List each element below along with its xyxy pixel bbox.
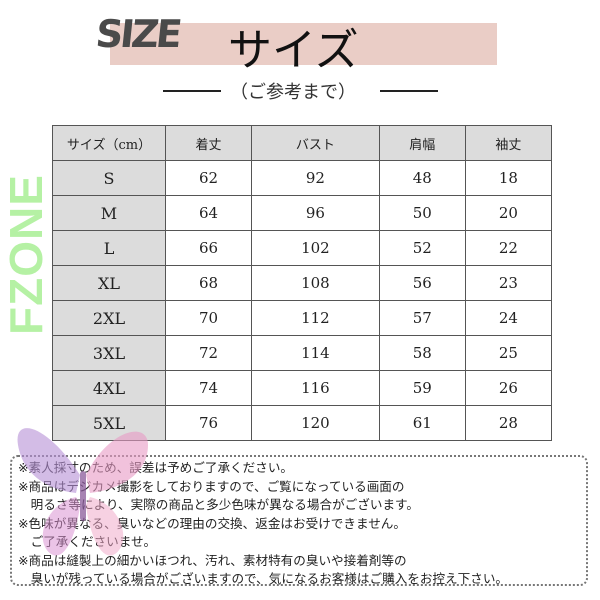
size-label: L bbox=[52, 230, 166, 266]
size-logo: SIZE bbox=[93, 12, 182, 56]
measurement-cell: 50 bbox=[378, 195, 466, 231]
size-label: XL bbox=[52, 265, 166, 301]
measurement-cell: 116 bbox=[251, 370, 380, 406]
measurement-cell: 62 bbox=[164, 160, 253, 196]
measurement-cell: 74 bbox=[164, 370, 253, 406]
column-header: 肩幅 bbox=[378, 125, 466, 161]
measurement-cell: 22 bbox=[464, 230, 553, 266]
measurement-cell: 70 bbox=[164, 300, 253, 336]
measurement-cell: 24 bbox=[464, 300, 553, 336]
measurement-cell: 68 bbox=[164, 265, 253, 301]
size-table: サイズ（cm） 着丈 バスト 肩幅 袖丈 S 62 92 48 18 M 64 96 50 20 L 66 102… bbox=[52, 125, 553, 441]
measurement-cell: 120 bbox=[251, 405, 380, 441]
measurement-cell: 72 bbox=[164, 335, 253, 371]
table-row: XL 68 108 56 23 bbox=[52, 265, 553, 301]
measurement-cell: 56 bbox=[378, 265, 466, 301]
table-row: 5XL 76 120 61 28 bbox=[52, 405, 553, 441]
watermark: FZONE bbox=[0, 174, 52, 335]
measurement-cell: 76 bbox=[164, 405, 253, 441]
page-title: サイズ bbox=[228, 25, 359, 76]
measurement-cell: 64 bbox=[164, 195, 253, 231]
size-label: S bbox=[52, 160, 166, 196]
measurement-cell: 112 bbox=[251, 300, 380, 336]
divider-left bbox=[163, 90, 221, 92]
measurement-cell: 96 bbox=[251, 195, 380, 231]
butterfly-icon bbox=[17, 428, 148, 556]
note-line: ※素人採寸のため、誤差は予めご了承ください。 bbox=[18, 460, 294, 475]
measurement-cell: 52 bbox=[378, 230, 466, 266]
measurement-cell: 26 bbox=[464, 370, 553, 406]
note-line: 臭いが残っている場合がございますので、気になるお客様はご購入をお控え下さい。 bbox=[18, 571, 509, 586]
measurement-cell: 20 bbox=[464, 195, 553, 231]
size-label: M bbox=[52, 195, 166, 231]
measurement-cell: 92 bbox=[251, 160, 380, 196]
table-row: 3XL 72 114 58 25 bbox=[52, 335, 553, 371]
measurement-cell: 58 bbox=[378, 335, 466, 371]
table-row: S 62 92 48 18 bbox=[52, 160, 553, 196]
size-label: 4XL bbox=[52, 370, 166, 406]
table-header-row: サイズ（cm） 着丈 バスト 肩幅 袖丈 bbox=[52, 125, 553, 161]
table-row: M 64 96 50 20 bbox=[52, 195, 553, 231]
note-line: 明るさ等により、実際の商品と多少色味が異なる場合がございます。 bbox=[18, 497, 419, 512]
column-header: 袖丈 bbox=[464, 125, 553, 161]
column-header: サイズ（cm） bbox=[52, 125, 166, 161]
measurement-cell: 57 bbox=[378, 300, 466, 336]
measurement-cell: 25 bbox=[464, 335, 553, 371]
measurement-cell: 18 bbox=[464, 160, 553, 196]
measurement-cell: 66 bbox=[164, 230, 253, 266]
measurement-cell: 102 bbox=[251, 230, 380, 266]
column-header: 着丈 bbox=[164, 125, 253, 161]
measurement-cell: 108 bbox=[251, 265, 380, 301]
table-row: 4XL 74 116 59 26 bbox=[52, 370, 553, 406]
measurement-cell: 23 bbox=[464, 265, 553, 301]
table-row: L 66 102 52 22 bbox=[52, 230, 553, 266]
notes-box: ※素人採寸のため、誤差は予めご了承ください。 ※商品はデジカメ撮影をしておりますの… bbox=[10, 455, 588, 586]
column-header: バスト bbox=[251, 125, 380, 161]
title-band bbox=[110, 23, 497, 65]
measurement-cell: 59 bbox=[378, 370, 466, 406]
subtitle: （ご参考まで） bbox=[230, 82, 356, 103]
measurement-cell: 48 bbox=[378, 160, 466, 196]
measurement-cell: 28 bbox=[464, 405, 553, 441]
measurement-cell: 61 bbox=[378, 405, 466, 441]
size-label: 5XL bbox=[52, 405, 166, 441]
size-label: 2XL bbox=[52, 300, 166, 336]
note-line: ※商品は縫製上の細かいほつれ、汚れ、素材特有の臭いや接着剤等の bbox=[18, 552, 407, 568]
size-label: 3XL bbox=[52, 335, 166, 371]
table-row: 2XL 70 112 57 24 bbox=[52, 300, 553, 336]
measurement-cell: 114 bbox=[251, 335, 380, 371]
divider-right bbox=[380, 90, 438, 92]
